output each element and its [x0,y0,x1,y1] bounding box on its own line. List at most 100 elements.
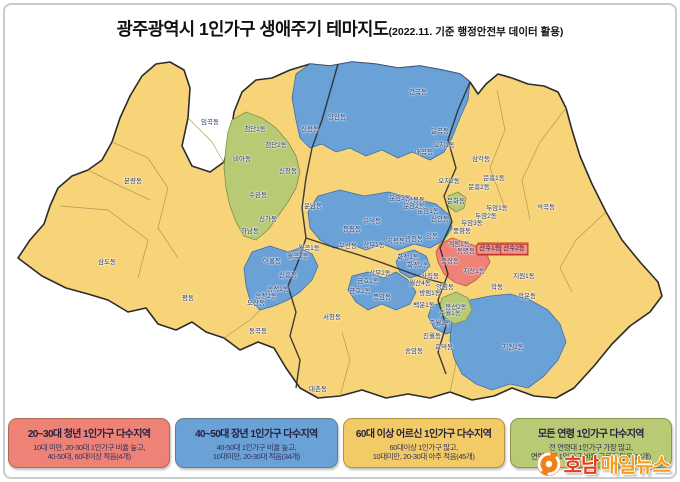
region-label-충장동: 충장동 [441,257,459,265]
news-logo-text-maeil: 매일뉴스 [600,455,671,477]
region-label-대촌동: 대촌동 [309,385,327,393]
region-label-운암2동: 운암2동 [403,202,425,210]
legend-title-all: 모든 연령 1인가구 다수지역 [537,428,645,440]
region-label-금호1동: 금호1동 [357,277,379,285]
legend-title-middle: 40~50대 장년 1인가구 다수지역 [195,428,318,440]
region-label-두암1동: 두암1동 [486,204,508,212]
blue-cluster-south [347,271,417,311]
region-labels: 임곡동 본량동 삼도동 평동 동곡동 대촌동 서창동 석곡동 우산동 삼각동 오치2동 문흥1동 문흥2… [0,40,680,405]
legend-box-all: 모든 연령 1인가구 다수지역 전 연령대 1인가구 가장 많고, 연령대별 1… [509,417,672,468]
blue-cluster-north [291,61,471,161]
region-label-광천동: 광천동 [405,235,423,243]
region-label-양림동: 양림동 [436,283,454,291]
region-label-백운1동: 백운1동 [413,301,435,309]
region-label-두암3동: 두암3동 [461,219,483,227]
district-boundaries [287,63,471,389]
news-logo: 호남 매일뉴스 [536,449,671,478]
region-label-화정2동: 화정2동 [407,261,429,269]
region-label-방림1동: 방림1동 [419,289,441,297]
legend-box-middle: 40~50대 장년 1인가구 다수지역 40-50대 1인가구 비율 높고, 1… [175,417,338,468]
region-label-임곡동: 임곡동 [201,118,219,126]
blue-cluster-center [307,189,453,251]
region-label-삼각동: 삼각동 [472,155,490,163]
region-label-첨단1동: 첨단1동 [244,125,266,133]
middle-age-clusters [243,61,567,391]
legend-box-senior: 60대 이상 어르신 1인가구 다수지역 60대이상 1인가구 많고, 10대미… [342,417,505,468]
region-label-임동: 임동 [426,232,438,240]
region-label-신창동: 신창동 [279,167,297,175]
region-label-신용동: 신용동 [301,125,319,133]
region-label-운암1동: 운암1동 [417,207,439,215]
legend-desc-middle-1: 40-50대 1인가구 비율 높고, [216,442,297,452]
region-label-두암2동: 두암2동 [475,212,497,220]
region-label-진월동: 진월동 [423,332,441,340]
green-cluster-northwest [223,111,301,241]
legend-desc-senior-1: 60대이상 1인가구 많고, [389,442,458,452]
region-label-월곡1동: 월곡1동 [298,244,320,252]
news-logo-text-honam: 호남 [563,455,600,477]
region-label-송정2동: 송정2동 [255,292,277,300]
legend-desc-all-2: 연령대별 1인가구 비율 고르게 많음(14개) [531,452,651,462]
region-label-일곡동: 일곡동 [431,127,449,135]
region-label-용봉동: 용봉동 [407,196,425,204]
region-label-풍향동: 풍향동 [453,227,471,235]
region-label-운남동: 운남동 [304,202,322,210]
region-label-하남동: 하남동 [241,227,259,235]
region-label-본량동: 본량동 [124,177,142,185]
region-label-상무1동: 상무1동 [363,241,385,249]
region-label-삼도동: 삼도동 [98,258,116,266]
blue-cluster-west [243,245,319,311]
region-label-석곡동: 석곡동 [537,203,555,211]
legend-desc-senior-2: 10대미만, 20-30대 아주 적음(45개) [372,452,475,462]
region-label-월산4동: 월산4동 [409,279,431,287]
region-label-운암3동: 운암3동 [389,194,411,202]
region-label-신안동: 신안동 [431,215,449,223]
region-label-화정1동: 화정1동 [397,253,419,261]
legend-desc-youth-1: 10대 미만, 20-30대 1인가구 비율 높고, [33,442,146,452]
map-svg [17,61,663,401]
region-label-문흥1동: 문흥1동 [483,174,505,182]
region-label-양산동: 양산동 [328,113,346,121]
region-label-학동: 학동 [491,283,503,291]
legend-title-senior: 60대 이상 어르신 1인가구 다수지역 [355,428,492,440]
thematic-map: 임곡동 본량동 삼도동 평동 동곡동 대촌동 서창동 석곡동 우산동 삼각동 오치2동 문흥1동 문흥2… [0,40,680,405]
page-subtitle: (2022.11. 기준 행정안전부 데이터 활용) [388,26,564,38]
region-label-송정1동: 송정1동 [267,285,289,293]
legend-desc-middle-2: 10대미만, 20-30대 적음(34개) [212,452,300,462]
region-label-첨단2동: 첨단2동 [265,141,287,149]
region-label-산수2동: 산수2동 [500,243,528,255]
page-title: 광주광역시 1인가구 생애주기 테마지도 [116,19,389,39]
region-label-동명동: 동명동 [457,247,475,255]
region-label-비아동: 비아동 [233,155,251,163]
region-label-효덕동: 효덕동 [435,343,453,351]
region-label-치평동: 치평동 [387,237,405,245]
legend-title-youth: 20~30대 청년 1인가구 다수지역 [27,428,151,440]
region-label-지산1동: 지산1동 [463,267,485,275]
header: 광주광역시 1인가구 생애주기 테마지도(2022.11. 기준 행정안전부 데… [0,16,680,41]
legend-desc-all-1: 전 연령대 1인가구 가장 많고, [549,442,633,452]
region-label-지원2동: 지원2동 [502,343,524,351]
region-label-우산동: 우산동 [339,242,357,250]
region-label-계림1동: 계림1동 [448,240,470,248]
region-label-오치2동: 오치2동 [438,177,460,185]
region-label-풍암동: 풍암동 [373,293,391,301]
region-label-유덕동: 유덕동 [363,217,381,225]
region-label-평동: 평동 [182,294,194,302]
region-label-송암동: 송암동 [405,347,423,355]
region-label-상무2동: 상무2동 [369,269,391,277]
region-label-신흥동: 신흥동 [279,271,297,279]
region-label-도산동: 도산동 [247,299,265,307]
region-label-매곡동: 매곡동 [415,148,433,156]
blue-cluster-southeast [449,293,567,391]
region-label-건국동: 건국동 [409,88,427,96]
region-label-사직동: 사직동 [421,272,439,280]
legend-box-youth: 20~30대 청년 1인가구 다수지역 10대 미만, 20-30대 1인가구 … [8,417,171,468]
region-label-주월2동: 주월2동 [429,319,451,327]
legend: 20~30대 청년 1인가구 다수지역 10대 미만, 20-30대 1인가구 … [8,417,672,468]
legend-desc-youth-2: 40-50대, 60대이상 적음(4개) [47,452,132,462]
region-label-신가동: 신가동 [259,215,277,223]
green-cluster-munhwa [447,191,467,213]
region-label-주월1동: 주월1동 [439,309,461,317]
news-logo-icon [536,451,561,476]
region-label-금호2동: 금호2동 [349,287,371,295]
